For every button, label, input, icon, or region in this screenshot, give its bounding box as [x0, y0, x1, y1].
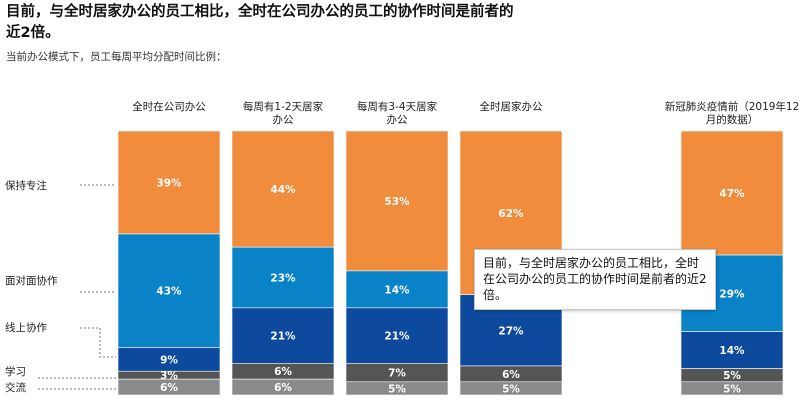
category-label: 全时在公司办公: [132, 100, 206, 113]
callout-box: 目前，与全时居家办公的员工相比，全时在公司办公的员工的协作时间是前者的近2倍。: [474, 249, 716, 310]
legend-label: 学习: [5, 365, 26, 378]
data-label: 6%: [502, 369, 520, 381]
chart-subtitle: 当前办公模式下，员工每周平均分配时间比例：: [6, 51, 227, 63]
bar-segment: [680, 331, 784, 369]
data-label: 7%: [388, 368, 406, 380]
bar-segment: [231, 246, 335, 309]
category-label: 办公: [273, 113, 294, 126]
category-label: 新冠肺炎疫情前（2019年12: [665, 100, 800, 113]
bar-segment: [231, 307, 335, 364]
data-label: 39%: [156, 177, 182, 189]
bar-segment: [680, 130, 784, 256]
data-label: 43%: [156, 286, 182, 298]
category-label: 全时居家办公: [480, 100, 543, 113]
data-label: 62%: [498, 208, 524, 220]
data-label: 9%: [160, 354, 178, 366]
bar-segment: [680, 381, 784, 396]
legend-leader-line: [80, 327, 116, 358]
data-label: 53%: [384, 196, 410, 208]
data-label: 23%: [270, 273, 296, 285]
data-label: 44%: [270, 184, 296, 196]
bar-segment: [345, 307, 449, 364]
bar-segment: [117, 378, 221, 396]
legend-label: 交流: [5, 381, 26, 394]
chart-title: 目前，与全时居家办公的员工相比，全时在公司办公的员工的协作时间是前者的近2倍。: [6, 4, 514, 41]
legend-label: 面对面协作: [5, 274, 58, 287]
legend-label: 保持专注: [5, 179, 47, 192]
bar-segment: [231, 378, 335, 396]
data-label: 14%: [719, 345, 745, 357]
data-label: 6%: [160, 382, 178, 394]
data-label: 29%: [719, 288, 745, 300]
category-label: 办公: [387, 113, 408, 126]
bar-segment: [345, 381, 449, 396]
bar-segment: [345, 130, 449, 272]
data-label: 5%: [502, 383, 520, 395]
data-label: 5%: [723, 370, 741, 382]
bar-segment: [117, 130, 221, 235]
bar-segment: [459, 381, 563, 396]
data-label: 6%: [274, 366, 292, 378]
data-label: 14%: [384, 284, 410, 296]
category-label: 月的数据）: [706, 113, 759, 126]
data-label: 5%: [388, 383, 406, 395]
data-label: 5%: [723, 383, 741, 395]
data-label: 27%: [498, 325, 524, 337]
data-label: 47%: [719, 188, 745, 200]
bar-segment: [231, 130, 335, 248]
category-label: 每周有1-2天居家: [243, 100, 324, 113]
data-label: 21%: [270, 331, 296, 343]
category-label: 每周有3-4天居家: [357, 100, 438, 113]
legend-label: 线上协作: [5, 321, 47, 334]
bar-segment: [117, 233, 221, 348]
data-label: 6%: [274, 382, 292, 394]
data-label: 21%: [384, 331, 410, 343]
